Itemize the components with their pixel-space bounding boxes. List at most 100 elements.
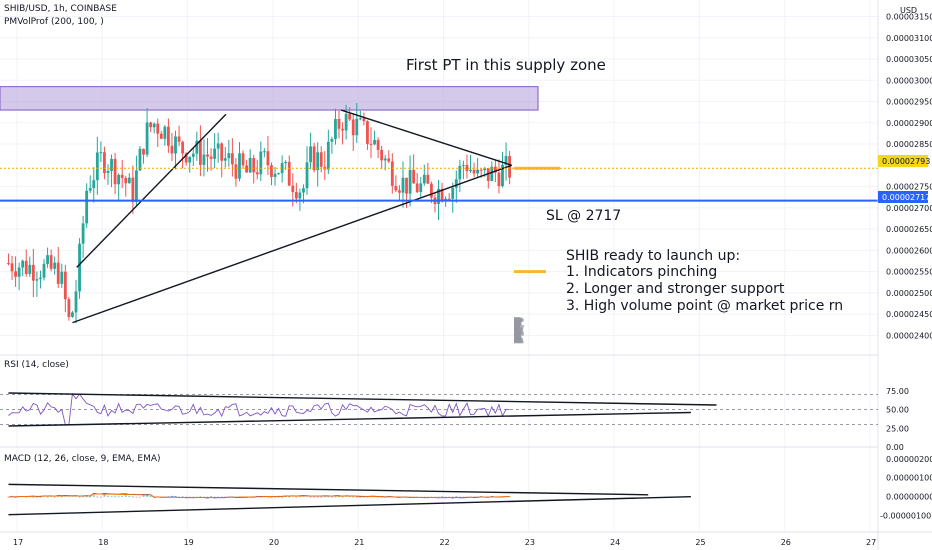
candle-body (458, 165, 462, 180)
macd-histogram-bar (199, 496, 202, 498)
price-tick-label: 0.00002750 (886, 183, 932, 192)
current-price-tag: 0.00002793 (882, 157, 930, 166)
candle-body (156, 123, 160, 134)
rsi-label[interactable]: RSI (14, close) (4, 360, 69, 370)
candle-body (398, 190, 401, 193)
candle-body (326, 141, 330, 170)
stop-loss-tag-bg (878, 191, 928, 203)
candle-body (202, 154, 206, 165)
macd-tick-label: 0.00000000 (886, 493, 932, 502)
thesis-item-1: 1. Indicators pinching (566, 264, 717, 280)
price-tick-label: 0.00002700 (886, 204, 932, 213)
symbol-header[interactable]: SHIB/USD, 1h, COINBASE (4, 4, 117, 14)
candle-body (238, 153, 241, 179)
price-tick-label: 0.00002500 (886, 289, 932, 298)
supply-zone-note[interactable]: First PT in this supply zone (406, 56, 606, 74)
stop-loss-note[interactable]: SL @ 2717 (546, 208, 621, 224)
macd-label[interactable]: MACD (12, 26, close, 9, EMA, EMA) (4, 454, 161, 464)
candle-body (302, 188, 305, 193)
macd-histogram-bar (39, 496, 42, 498)
macd-pane[interactable] (7, 483, 691, 516)
macd-histogram-bar (121, 496, 124, 497)
candle-body (152, 123, 156, 128)
candle-body (99, 152, 103, 154)
time-axis[interactable]: 17 18 19 20 21 22 23 24 25 26 27 (13, 538, 876, 547)
candle-body (430, 183, 433, 198)
price-tick-label: 0.00002900 (886, 119, 932, 128)
candle-body (476, 169, 480, 174)
macd-histogram-bar (32, 496, 35, 498)
macd-histogram-bar (53, 496, 56, 498)
candle-body (277, 173, 280, 175)
macd-histogram-bar (313, 496, 316, 498)
macd-histogram-bar (96, 496, 99, 498)
macd-histogram-bar (149, 496, 152, 497)
macd-histogram-bar (277, 496, 280, 498)
macd-histogram-bar (508, 496, 511, 498)
candle-body (465, 164, 469, 172)
candle-body (298, 192, 302, 199)
macd-histogram-bar (359, 496, 362, 498)
candle-body (419, 183, 423, 193)
macd-histogram-bar (366, 496, 369, 498)
macd-histogram-bar (174, 496, 177, 497)
macd-histogram-bar (377, 496, 380, 498)
signal-line (8, 493, 510, 498)
candle-body (422, 174, 426, 184)
macd-trendline (8, 483, 649, 496)
candle-body (234, 164, 238, 179)
macd-histogram-bar (135, 496, 138, 498)
supply-zone[interactable] (0, 86, 539, 111)
candle-body (355, 118, 359, 136)
candle-body (472, 169, 476, 174)
candle-body (181, 141, 185, 154)
thesis-title[interactable]: SHIB ready to launch up: (566, 248, 740, 264)
candle-body (53, 262, 57, 269)
price-axis[interactable]: 0.00003150 0.00003100 0.00003050 0.00003000… (880, 13, 932, 521)
time-tick-label: 26 (781, 538, 791, 547)
candle-body (330, 139, 334, 142)
rsi-trendline (8, 411, 691, 427)
candle-body (24, 260, 28, 274)
candle-body (451, 187, 455, 199)
candle-body (362, 118, 366, 122)
candle-body (358, 118, 362, 120)
candle-body (241, 153, 245, 166)
candle-body (394, 185, 398, 191)
candle-body (103, 152, 106, 174)
rsi-tick-label: 0.00 (886, 443, 904, 452)
candle-body (376, 139, 380, 150)
candle-body (490, 166, 494, 181)
indicator-header[interactable]: PMVolProf (200, 100, ) (4, 17, 104, 27)
candle-body (7, 263, 10, 265)
candle-body (479, 169, 483, 171)
candle-body (110, 158, 113, 171)
volume-node-bar (514, 270, 546, 274)
thesis-item-2: 2. Longer and stronger support (566, 281, 785, 297)
candle-body (14, 271, 17, 277)
rsi-pane[interactable] (0, 392, 878, 427)
candle-body (380, 149, 384, 161)
price-tick-label: 0.00002850 (886, 140, 932, 149)
macd-histogram-bar (124, 495, 127, 497)
trendlines[interactable] (72, 109, 512, 324)
macd-tick-label: -0.00000100 (880, 512, 931, 521)
macd-histogram-bar (142, 495, 145, 497)
candle-body (280, 163, 284, 174)
macd-histogram-bar (309, 496, 312, 498)
candle-body (71, 312, 74, 317)
candle-body (135, 170, 138, 203)
candle-body (46, 255, 49, 264)
candle-body (415, 183, 419, 193)
candle-body (67, 299, 71, 317)
candle-body (508, 156, 512, 178)
price-tick-label: 0.00002650 (886, 225, 932, 234)
price-tick-label: 0.00003050 (886, 55, 932, 64)
candle-body (167, 126, 170, 146)
candle-body (316, 152, 320, 171)
macd-histogram-bar (89, 496, 92, 498)
rsi-line (8, 392, 510, 425)
macd-histogram-bar (266, 496, 269, 498)
